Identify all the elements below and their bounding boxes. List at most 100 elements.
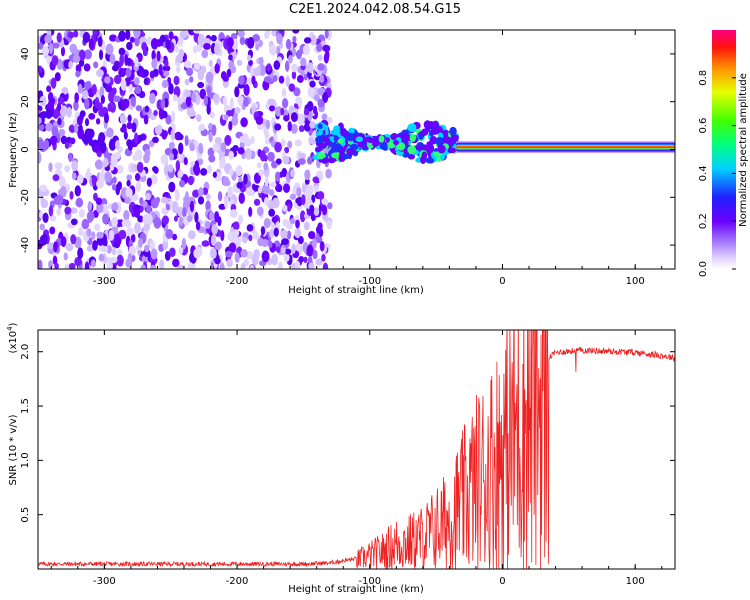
noise-cell [268, 105, 276, 112]
noise-cell [281, 88, 287, 98]
noise-cell [286, 230, 292, 240]
noise-cell [237, 95, 245, 105]
noise-cell [117, 181, 123, 191]
noise-cell [75, 197, 84, 208]
noise-cell [193, 62, 201, 71]
snr-panel: -300 -200 -100 0 100 0.5 1.0 1.5 2.0 Height of s… [6, 322, 676, 595]
noise-cell [177, 133, 184, 141]
noise-cell [159, 259, 165, 269]
noise-cell [290, 169, 295, 178]
noise-cell [325, 168, 332, 179]
noise-cell [265, 30, 271, 37]
noise-cell [282, 204, 288, 212]
noise-cell [178, 246, 184, 255]
noise-cell [111, 183, 117, 191]
noise-cell [180, 103, 189, 110]
colorbar-tick-label: 0.4 [698, 165, 709, 181]
noise-cell [111, 248, 117, 256]
noise-cell [68, 60, 73, 70]
noise-cell [161, 110, 168, 119]
noise-cell [126, 121, 133, 130]
noise-cell [74, 123, 79, 134]
noise-cell [63, 252, 68, 261]
noise-cell [127, 252, 133, 264]
noise-cell [298, 125, 305, 133]
noise-cell [115, 233, 120, 245]
noise-cell [93, 61, 99, 69]
emerging-cell [407, 153, 416, 160]
noise-cell [271, 253, 279, 266]
emerging-cell [437, 144, 446, 154]
emerging-cell [407, 123, 417, 133]
noise-cell [134, 173, 141, 182]
noise-cell [52, 255, 58, 265]
noise-cell [38, 42, 44, 50]
noise-cell [38, 117, 42, 125]
noise-cell [47, 101, 55, 111]
noise-cell [189, 110, 196, 117]
snr-ytick-label: 0.5 [20, 507, 31, 523]
noise-cell [240, 117, 248, 128]
noise-cell [208, 130, 213, 143]
noise-cell [264, 131, 270, 139]
noise-cell [98, 49, 104, 61]
noise-cell [98, 132, 106, 144]
noise-cell [267, 151, 275, 162]
noise-cell [207, 147, 215, 157]
noise-cell [141, 42, 148, 51]
noise-cell [249, 264, 255, 269]
snr-scale-note: (x104) [6, 322, 19, 353]
noise-cell [143, 77, 149, 85]
noise-cell [282, 218, 289, 227]
noise-cell [305, 185, 313, 197]
noise-cell [90, 259, 96, 268]
noise-cell [65, 242, 74, 252]
noise-cell [269, 44, 277, 56]
noise-cell [280, 138, 287, 148]
emerging-cell [341, 153, 351, 160]
noise-cell [39, 95, 47, 107]
noise-cell [92, 240, 98, 251]
noise-cell [179, 30, 188, 39]
noise-cell [168, 31, 174, 40]
noise-cell [60, 236, 67, 248]
noise-cell [304, 169, 311, 181]
noise-cell [182, 207, 187, 218]
noise-cell [228, 168, 234, 176]
noise-cell [118, 229, 127, 240]
figure-title: C2E1.2024.042.08.54.G15 [288, 2, 462, 17]
noise-cell [135, 105, 142, 112]
noise-cell [307, 85, 315, 98]
noise-cell [88, 112, 96, 120]
noise-cell [109, 256, 118, 264]
noise-cell [57, 96, 65, 105]
noise-cell [211, 224, 218, 235]
noise-cell [209, 111, 215, 119]
noise-cell [284, 146, 290, 154]
noise-cell [176, 65, 181, 74]
emerging-cell [442, 130, 449, 139]
noise-cell [317, 63, 325, 71]
noise-cell [297, 158, 306, 165]
noise-cell [309, 204, 315, 214]
noise-cell [249, 189, 255, 197]
noise-cell [185, 96, 192, 107]
noise-cell [209, 247, 217, 259]
noise-cell [255, 115, 263, 125]
noise-cell [302, 44, 311, 56]
noise-cell [212, 171, 217, 178]
noise-cell [237, 30, 245, 38]
noise-cell [256, 162, 262, 169]
noise-cell [127, 114, 132, 123]
noise-cell [270, 181, 277, 188]
emerging-cell [393, 139, 400, 146]
noise-cell [108, 90, 115, 103]
noise-cell [74, 185, 81, 197]
noise-cell [280, 247, 286, 254]
noise-cell [163, 164, 169, 177]
noise-cell [223, 114, 229, 121]
noise-cell [78, 227, 84, 237]
noise-cell [206, 103, 211, 115]
emerging-cell [378, 135, 385, 143]
